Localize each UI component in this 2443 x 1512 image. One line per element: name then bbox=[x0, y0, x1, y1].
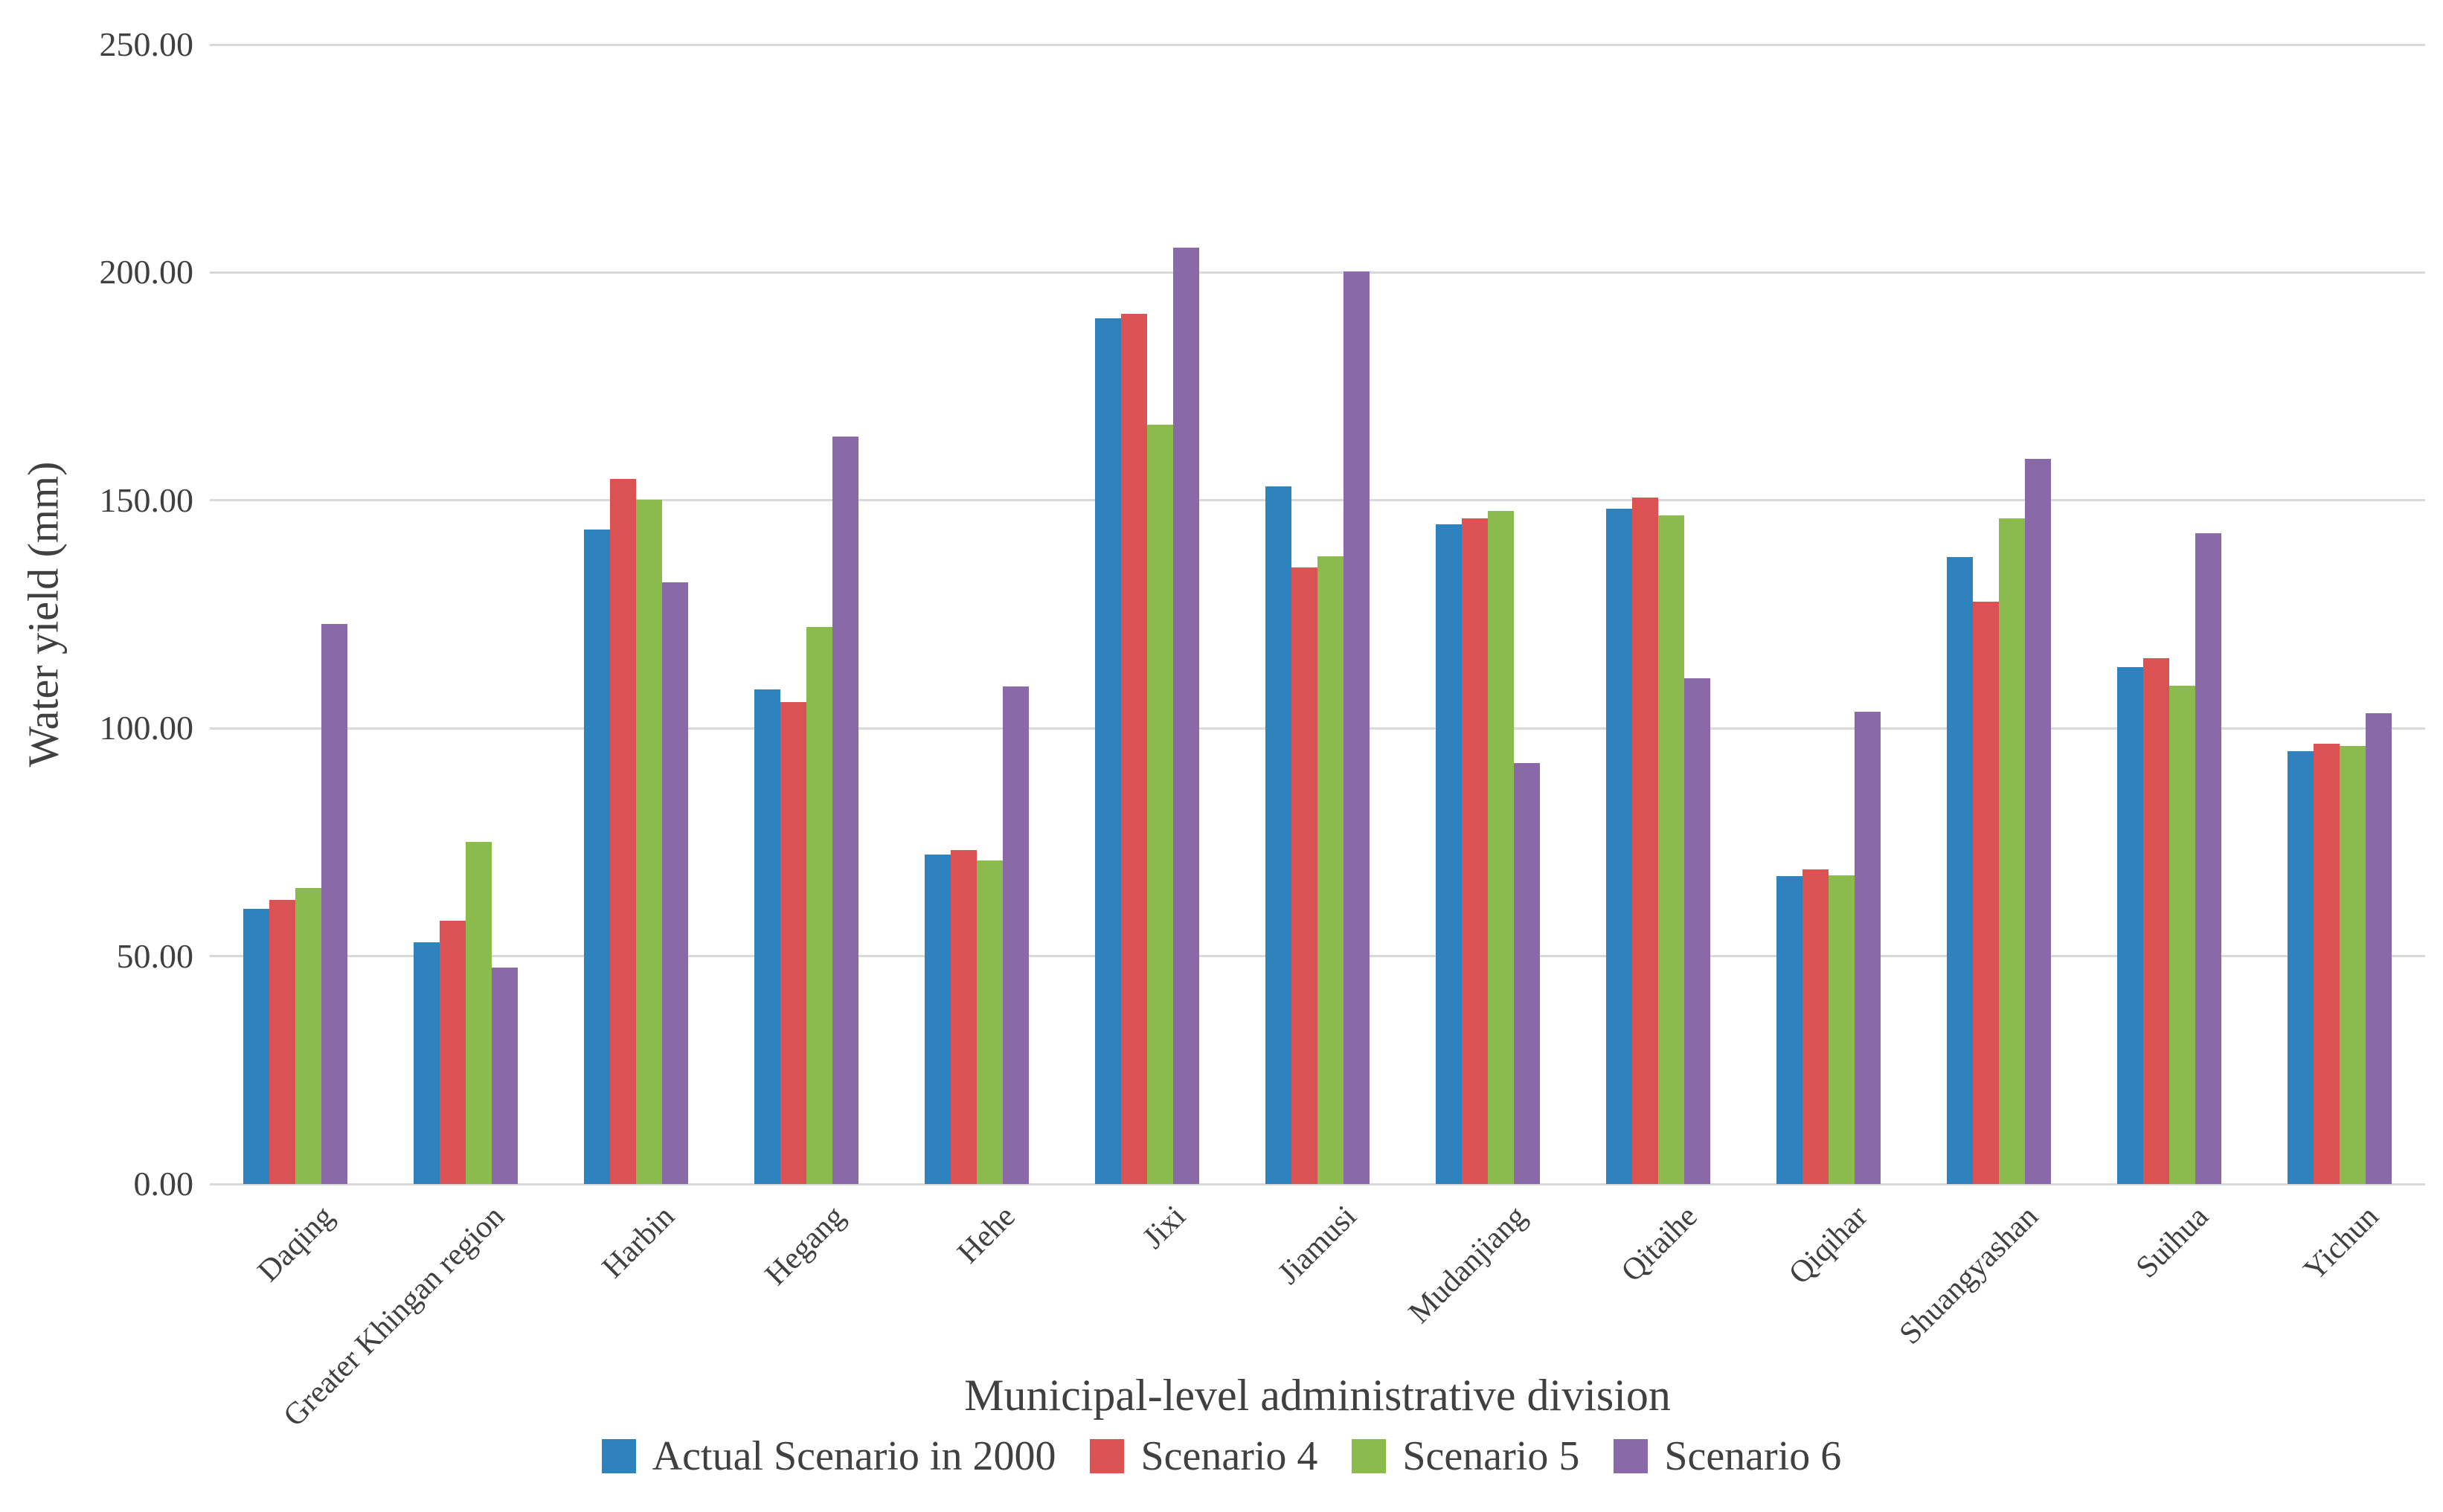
x-tick-label: Yichun bbox=[1797, 1200, 2385, 1287]
bar bbox=[1658, 515, 1685, 1184]
bar bbox=[1317, 556, 1344, 1184]
bar bbox=[661, 582, 688, 1184]
bar bbox=[413, 942, 440, 1184]
bar bbox=[2169, 686, 2196, 1184]
legend-item: Actual Scenario in 2000 bbox=[601, 1433, 1056, 1479]
bar bbox=[1172, 248, 1199, 1184]
bar bbox=[1436, 524, 1463, 1184]
y-tick-label: 0.00 bbox=[133, 1165, 194, 1203]
bar bbox=[1120, 313, 1147, 1184]
y-gridline bbox=[210, 43, 2425, 46]
legend: Actual Scenario in 2000 Scenario 4 Scenari… bbox=[0, 1435, 2443, 1477]
legend-label: Scenario 6 bbox=[1664, 1433, 1842, 1479]
y-gridline bbox=[210, 271, 2425, 274]
bar bbox=[976, 860, 1003, 1184]
legend-swatch-icon bbox=[601, 1439, 636, 1473]
y-tick-label: 100.00 bbox=[99, 709, 194, 747]
bar bbox=[609, 479, 636, 1184]
bar bbox=[583, 530, 610, 1184]
bar bbox=[1947, 557, 1974, 1184]
bar bbox=[1829, 875, 1855, 1184]
bar bbox=[1999, 518, 2026, 1184]
bar bbox=[1802, 869, 1829, 1184]
y-gridline bbox=[210, 1183, 2425, 1186]
legend-label: Scenario 4 bbox=[1140, 1433, 1318, 1479]
bar bbox=[1488, 510, 1515, 1184]
bar bbox=[2025, 459, 2052, 1184]
y-tick-label: 150.00 bbox=[99, 480, 194, 519]
legend-swatch-icon bbox=[1090, 1439, 1125, 1473]
bar bbox=[2314, 744, 2340, 1184]
legend-label: Scenario 5 bbox=[1402, 1433, 1580, 1479]
bar bbox=[754, 689, 780, 1184]
bar bbox=[1002, 686, 1029, 1184]
bar bbox=[635, 499, 662, 1184]
bar bbox=[2366, 712, 2392, 1184]
bar bbox=[806, 626, 832, 1184]
bar bbox=[2117, 667, 2144, 1184]
bar bbox=[491, 967, 518, 1184]
bar bbox=[321, 623, 347, 1184]
y-tick-label: 250.00 bbox=[99, 25, 194, 63]
bar bbox=[1973, 602, 2000, 1184]
bar bbox=[1291, 567, 1317, 1184]
bar bbox=[1344, 271, 1370, 1184]
y-tick-label: 200.00 bbox=[99, 253, 194, 292]
bar bbox=[832, 437, 858, 1184]
x-tick-label-text: Yichun bbox=[2297, 1199, 2386, 1287]
bar bbox=[2143, 658, 2170, 1184]
legend-item: Scenario 4 bbox=[1090, 1435, 1317, 1477]
legend-swatch-icon bbox=[1352, 1439, 1387, 1473]
legend-label: Actual Scenario in 2000 bbox=[652, 1433, 1056, 1479]
bar bbox=[2288, 750, 2314, 1184]
y-tick-label: 50.00 bbox=[116, 936, 194, 975]
bar bbox=[2195, 533, 2222, 1184]
bar bbox=[439, 920, 466, 1184]
bar bbox=[1776, 875, 1803, 1184]
bar bbox=[465, 842, 492, 1184]
bar bbox=[1146, 425, 1173, 1184]
bar bbox=[1684, 678, 1711, 1184]
legend-item: Scenario 6 bbox=[1614, 1435, 1841, 1477]
bar bbox=[295, 888, 321, 1184]
bar bbox=[1265, 486, 1291, 1184]
legend-swatch-icon bbox=[1614, 1439, 1649, 1473]
bar bbox=[1462, 518, 1489, 1184]
x-axis-title: Municipal-level administrative division bbox=[964, 1371, 1671, 1420]
bar bbox=[269, 899, 295, 1184]
bar bbox=[243, 909, 269, 1184]
bar bbox=[950, 849, 977, 1184]
bar bbox=[1606, 508, 1633, 1184]
bar bbox=[1855, 712, 1881, 1184]
bar bbox=[1094, 318, 1121, 1184]
bar bbox=[924, 854, 951, 1184]
bar bbox=[2340, 746, 2366, 1184]
bar bbox=[780, 702, 806, 1184]
legend-item: Scenario 5 bbox=[1352, 1435, 1579, 1477]
bar bbox=[1514, 763, 1541, 1184]
y-gridline bbox=[210, 499, 2425, 502]
plot-area bbox=[210, 43, 2425, 1186]
bar bbox=[1632, 497, 1659, 1184]
